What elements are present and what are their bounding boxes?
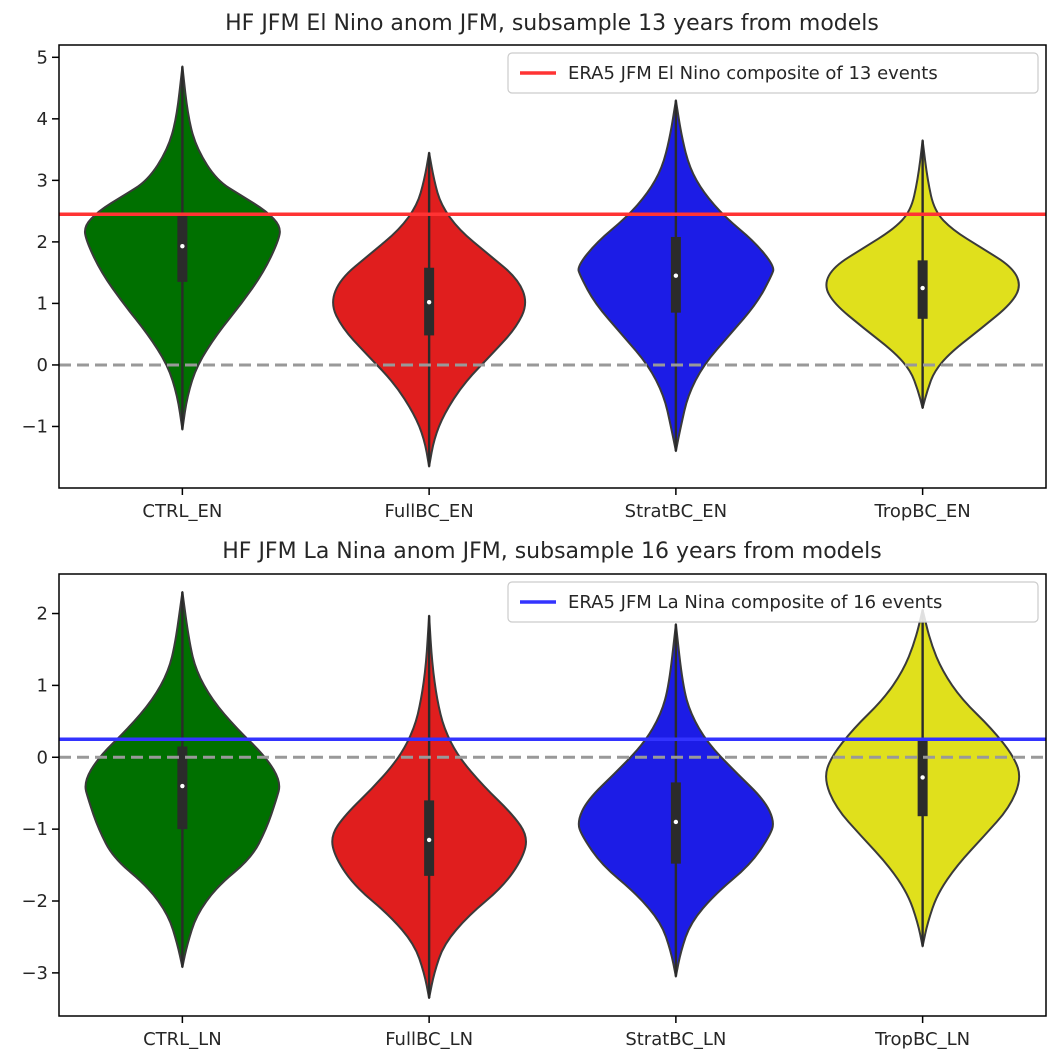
violin-median-marker bbox=[673, 273, 679, 278]
violins-la-nina bbox=[84, 591, 1021, 999]
x-tick-label: CTRL_EN bbox=[142, 501, 222, 522]
chart-title-la-nina: HF JFM La Nina anom JFM, subsample 16 ye… bbox=[222, 539, 881, 564]
y-tick-label: 5 bbox=[37, 47, 48, 68]
violin-median-marker bbox=[673, 819, 679, 825]
y-tick-label: −1 bbox=[21, 416, 48, 437]
legend-label: ERA5 JFM La Nina composite of 16 events bbox=[568, 592, 942, 613]
x-tick-label: FullBC_EN bbox=[385, 501, 474, 522]
x-tick-label: TropBC_EN bbox=[874, 501, 971, 522]
violin-median-marker bbox=[180, 783, 185, 789]
violin-median-marker bbox=[920, 775, 925, 780]
axes-frame bbox=[58, 573, 1047, 1017]
y-tick-label: 4 bbox=[37, 109, 48, 130]
axes-frame bbox=[58, 44, 1047, 489]
x-tick-label: CTRL_LN bbox=[143, 1029, 222, 1050]
x-tick-label: StratBC_EN bbox=[625, 501, 727, 522]
chart-la-nina: HF JFM La Nina anom JFM, subsample 16 ye… bbox=[21, 539, 1047, 1050]
x-tick-label: StratBC_LN bbox=[625, 1029, 726, 1050]
y-tick-label: −1 bbox=[21, 819, 48, 840]
violin-median-marker bbox=[180, 243, 185, 249]
violin-median-marker bbox=[426, 837, 432, 843]
legend: ERA5 JFM El Nino composite of 13 events bbox=[507, 52, 1039, 94]
y-tick-label: −2 bbox=[21, 891, 48, 912]
violin-median-marker bbox=[426, 299, 432, 305]
legend: ERA5 JFM La Nina composite of 16 events bbox=[507, 581, 1039, 623]
chart-el-nino: HF JFM El Nino anom JFM, subsample 13 ye… bbox=[21, 11, 1047, 522]
y-tick-label: 1 bbox=[37, 293, 48, 314]
y-tick-label: 3 bbox=[37, 170, 48, 191]
chart-title-el-nino: HF JFM El Nino anom JFM, subsample 13 ye… bbox=[225, 11, 879, 36]
violin-median-marker bbox=[920, 285, 925, 291]
plot-area-la-nina: −3 −2 −1 0 1 2 CTRL_LN FullBC_LN StratBC_LN TropB… bbox=[21, 573, 1047, 1050]
y-tick-label: 2 bbox=[37, 232, 48, 253]
x-tick-label: TropBC_LN bbox=[874, 1029, 970, 1050]
y-tick-label: 1 bbox=[37, 675, 48, 696]
y-tick-label: 2 bbox=[37, 604, 48, 625]
y-tick-label: 0 bbox=[37, 747, 48, 768]
y-tick-label: 0 bbox=[37, 355, 48, 376]
plot-area-el-nino: −1 0 1 2 3 4 5 CTRL_EN FullBC_EN StratBC_EN TropBC… bbox=[21, 44, 1047, 522]
x-tick-label: FullBC_LN bbox=[385, 1029, 473, 1050]
violins-el-nino bbox=[83, 65, 1020, 468]
legend-label: ERA5 JFM El Nino composite of 13 events bbox=[568, 63, 938, 84]
y-tick-label: −3 bbox=[21, 963, 48, 984]
